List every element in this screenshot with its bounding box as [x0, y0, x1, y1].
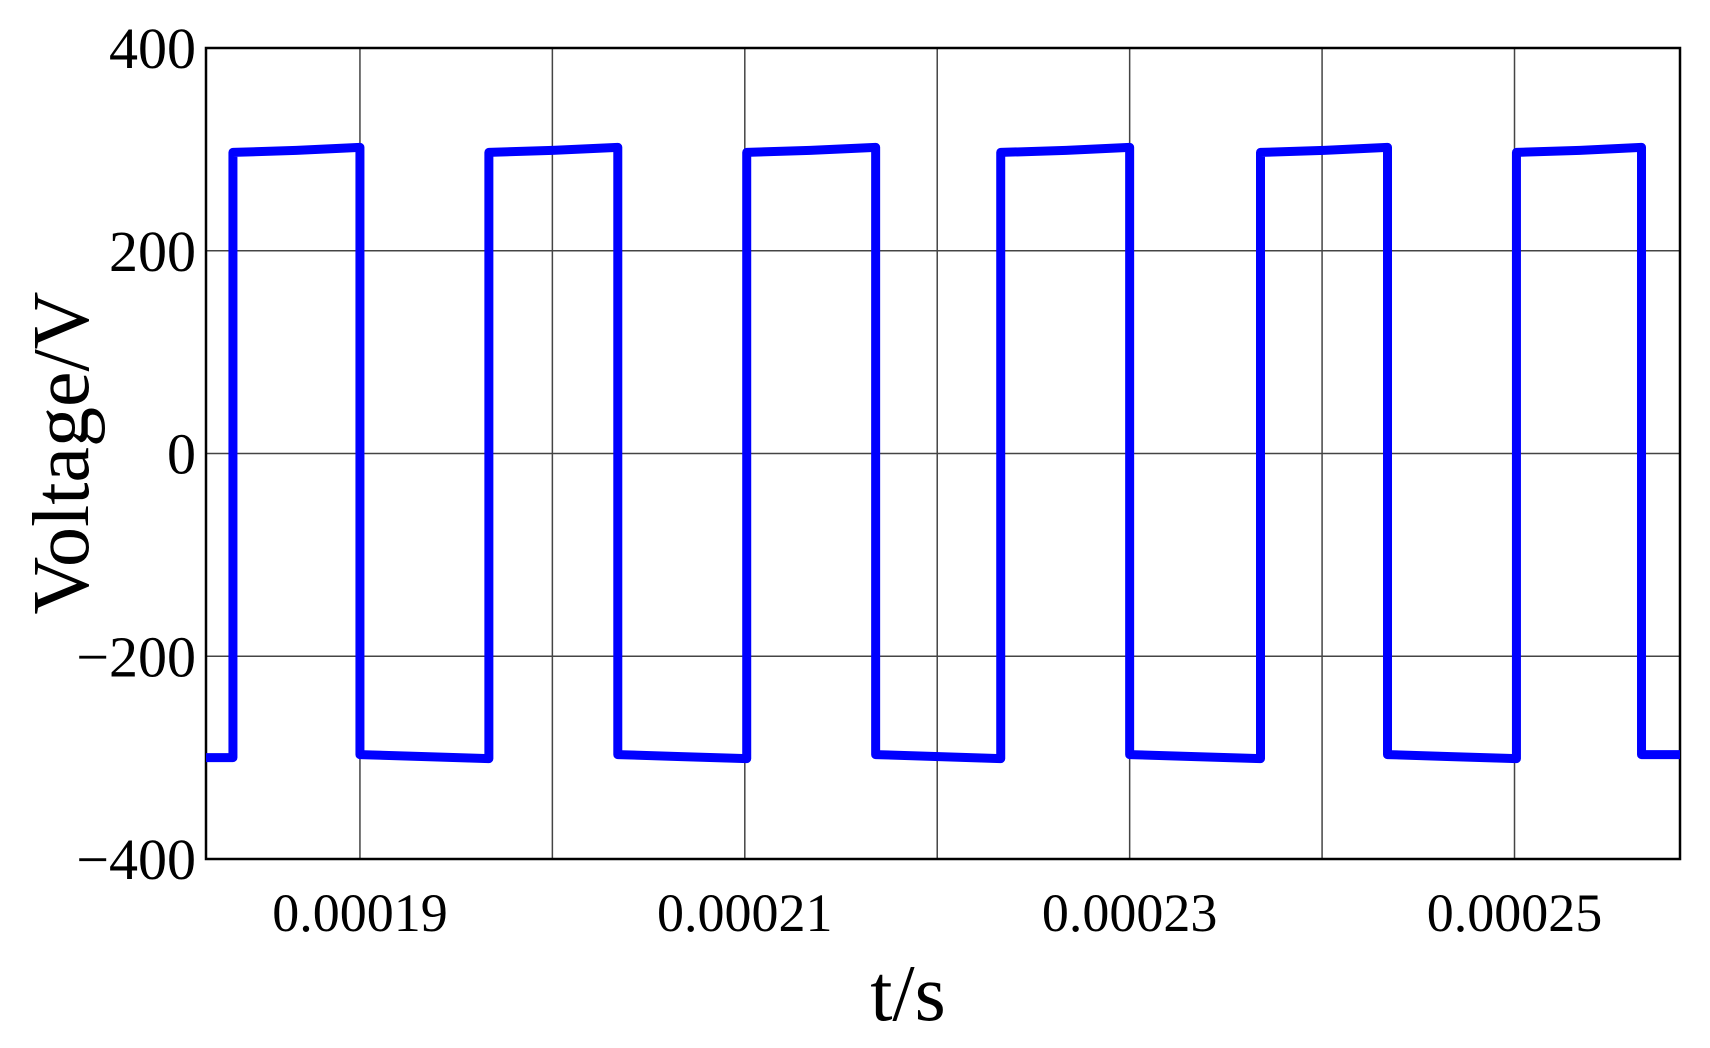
y-tick-label: 0: [167, 422, 196, 487]
x-tick-label: 0.00023: [1042, 883, 1218, 943]
y-tick-label: 200: [109, 219, 196, 284]
x-axis-label: t/s: [870, 950, 946, 1038]
y-tick-label: −200: [76, 624, 196, 689]
x-tick-label: 0.00021: [657, 883, 833, 943]
y-tick-label: 400: [109, 16, 196, 81]
y-axis-label: Voltage/V: [18, 292, 106, 615]
y-tick-label: −400: [76, 827, 196, 892]
x-tick-label: 0.00019: [272, 883, 448, 943]
data-line: [206, 142, 1680, 764]
x-tick-label: 0.00025: [1427, 883, 1603, 943]
plot-frame: [204, 46, 1682, 861]
